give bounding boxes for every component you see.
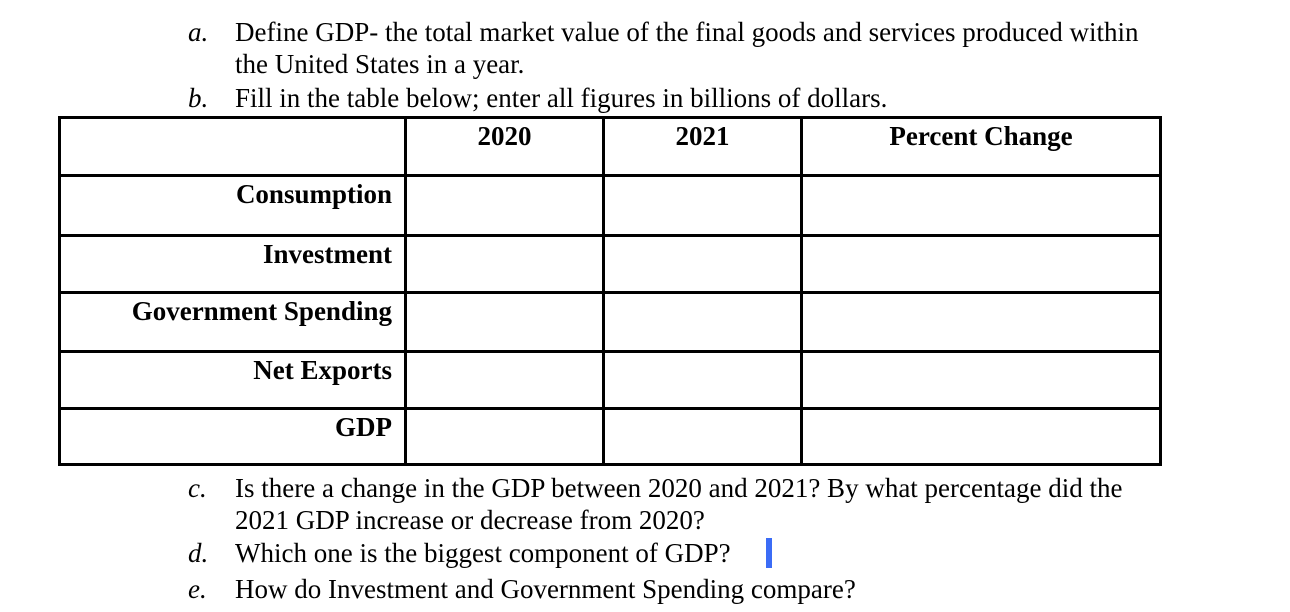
cell-gdp-2021[interactable] <box>602 407 803 466</box>
question-b-text: Fill in the table below; enter all figur… <box>235 82 887 114</box>
question-b-line-1: Fill in the table below; enter all figur… <box>235 83 888 113</box>
gdp-table: 2020 2021 Percent Change Consumption Inv… <box>58 116 1162 466</box>
table-row-government-spending: Government Spending <box>58 291 1162 353</box>
cell-consumption-percent-change[interactable] <box>800 174 1162 237</box>
table-row-consumption: Consumption <box>58 174 1162 237</box>
cell-investment-2021[interactable] <box>602 234 803 294</box>
cell-government-spending-2020[interactable] <box>404 291 605 353</box>
cell-investment-percent-change[interactable] <box>800 234 1162 294</box>
text-cursor <box>766 538 772 568</box>
cell-net-exports-percent-change[interactable] <box>800 350 1162 410</box>
table-row-gdp: GDP <box>58 407 1162 466</box>
table-row-net-exports: Net Exports <box>58 350 1162 410</box>
question-e-text: How do Investment and Government Spendin… <box>235 573 856 605</box>
row-label-government-spending: Government Spending <box>58 291 407 353</box>
question-e-line-1: How do Investment and Government Spendin… <box>235 574 856 604</box>
question-a-marker: a. <box>188 17 209 47</box>
cell-net-exports-2021[interactable] <box>602 350 803 410</box>
question-a-line-2: the United States in a year. <box>235 49 525 79</box>
question-e-marker: e. <box>188 574 207 604</box>
question-a-text: Define GDP- the total market value of th… <box>235 16 1139 80</box>
question-c-line-1: Is there a change in the GDP between 202… <box>235 473 1123 503</box>
row-label-investment: Investment <box>58 234 407 294</box>
question-c-line-2: 2021 GDP increase or decrease from 2020? <box>235 505 705 535</box>
question-d-marker: d. <box>188 538 209 568</box>
row-label-net-exports: Net Exports <box>58 350 407 410</box>
row-label-gdp: GDP <box>58 407 407 466</box>
cell-consumption-2020[interactable] <box>404 174 605 237</box>
header-cell-2020: 2020 <box>404 116 605 177</box>
cell-net-exports-2020[interactable] <box>404 350 605 410</box>
question-d-text: Which one is the biggest component of GD… <box>235 537 731 569</box>
row-label-consumption: Consumption <box>58 174 407 237</box>
question-d-line-1: Which one is the biggest component of GD… <box>235 538 731 568</box>
question-c-marker: c. <box>188 473 207 503</box>
cell-government-spending-2021[interactable] <box>602 291 803 353</box>
header-cell-blank <box>58 116 407 177</box>
question-a-line-1: Define GDP- the total market value of th… <box>235 17 1139 47</box>
cell-gdp-percent-change[interactable] <box>800 407 1162 466</box>
question-b-marker: b. <box>188 83 209 113</box>
cell-consumption-2021[interactable] <box>602 174 803 237</box>
cell-government-spending-percent-change[interactable] <box>800 291 1162 353</box>
table-header-row: 2020 2021 Percent Change <box>58 116 1162 177</box>
question-c-text: Is there a change in the GDP between 202… <box>235 472 1122 536</box>
table-row-investment: Investment <box>58 234 1162 294</box>
cell-investment-2020[interactable] <box>404 234 605 294</box>
header-cell-percent-change: Percent Change <box>800 116 1162 177</box>
cell-gdp-2020[interactable] <box>404 407 605 466</box>
header-cell-2021: 2021 <box>602 116 803 177</box>
